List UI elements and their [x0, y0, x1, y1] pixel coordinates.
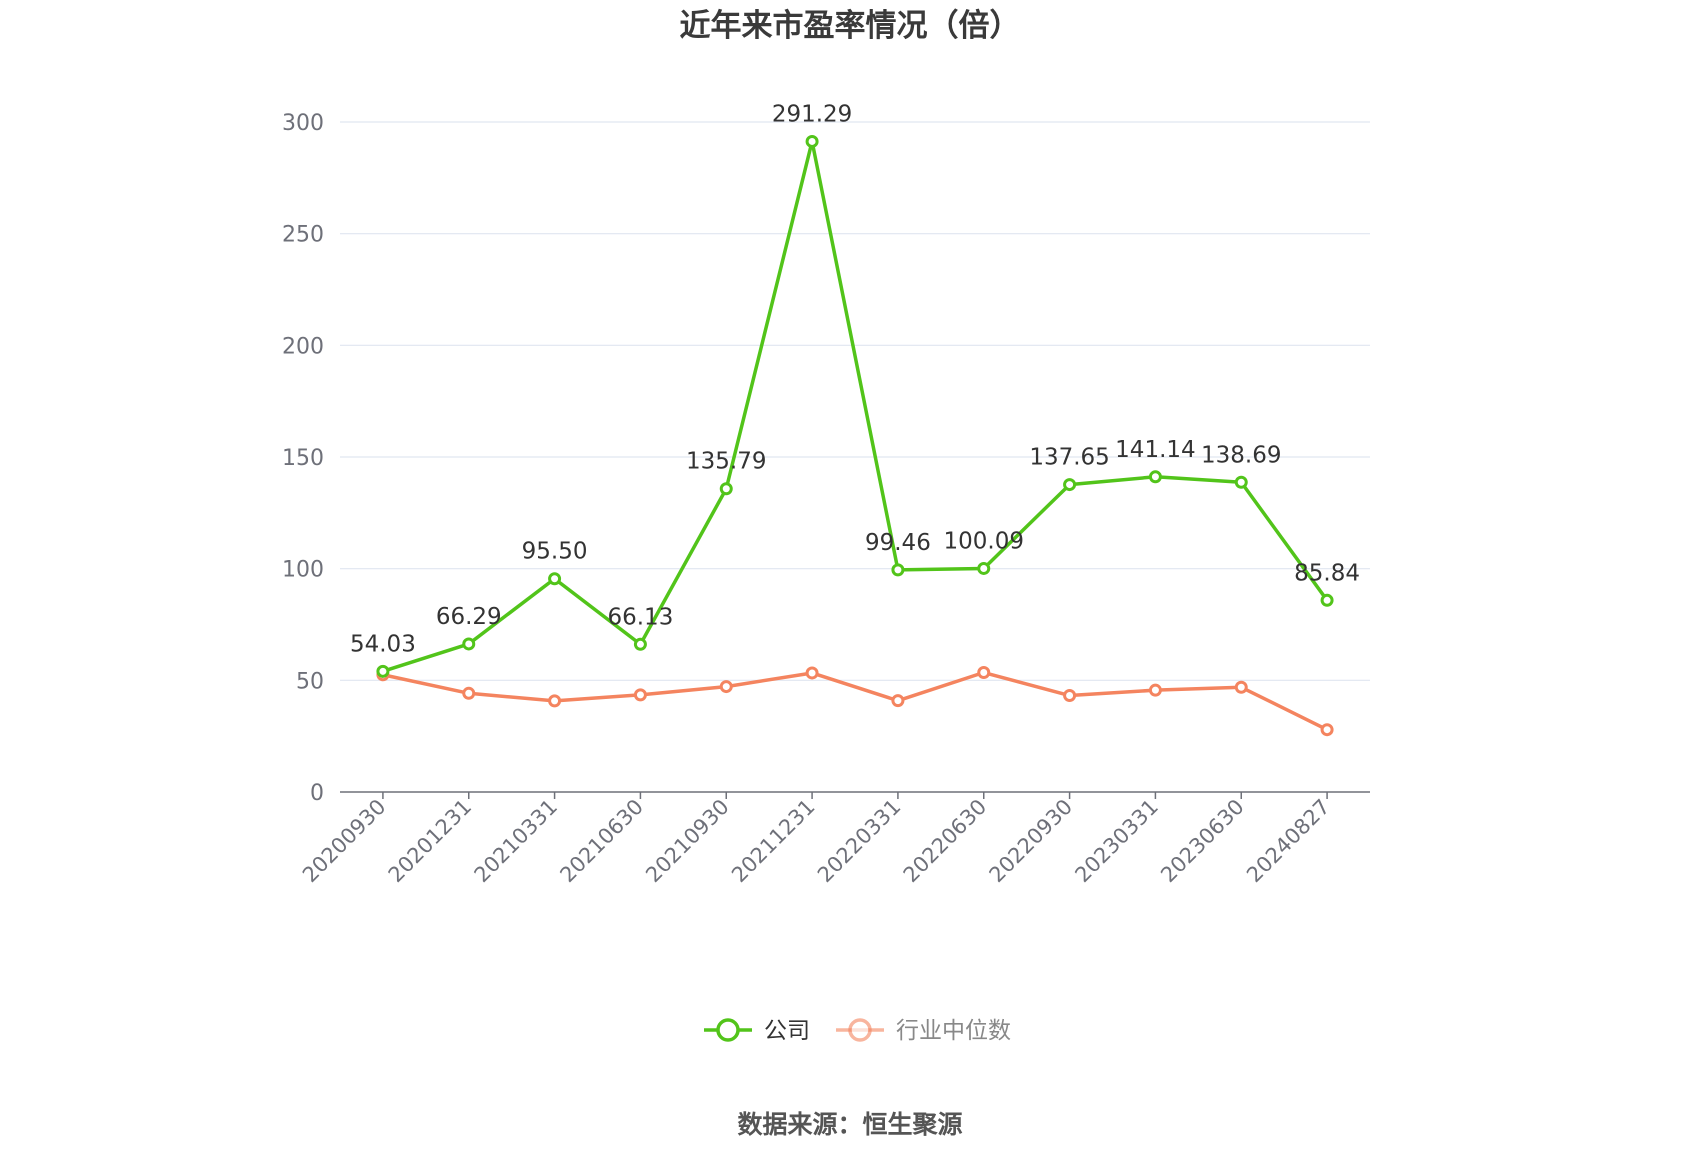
x-tick-label: 20201231	[384, 795, 477, 888]
y-tick-label: 200	[282, 334, 324, 359]
legend: 公司 行业中位数	[704, 1018, 1011, 1044]
y-tick-label: 250	[282, 223, 324, 248]
company-point[interactable]	[633, 637, 647, 651]
company-point[interactable]	[548, 572, 562, 586]
data-label: 291.29	[772, 101, 852, 127]
x-tick-label: 20211231	[727, 795, 820, 888]
industry-median-point[interactable]	[462, 686, 476, 700]
data-source: 数据来源：恒生聚源	[737, 1110, 962, 1139]
legend-item-industry-median[interactable]: 行业中位数	[836, 1018, 1011, 1044]
x-tick-label: 20230331	[1070, 795, 1163, 888]
y-tick-label: 100	[282, 558, 324, 583]
x-tick-label: 20210331	[470, 795, 563, 888]
company-point[interactable]	[977, 561, 991, 575]
x-tick-label: 20240827	[1242, 795, 1335, 888]
data-label: 100.09	[944, 528, 1024, 554]
x-tick-label: 20200930	[298, 795, 391, 888]
industry-median-point[interactable]	[719, 680, 733, 694]
chart-title: 近年来市盈率情况（倍）	[680, 8, 1021, 44]
industry-median-series-line	[382, 670, 1328, 732]
legend-item-company[interactable]: 公司	[704, 1018, 810, 1044]
x-tick-label: 20230630	[1156, 795, 1249, 888]
data-label: 66.29	[436, 604, 502, 630]
data-label: 95.50	[522, 539, 588, 565]
legend-company-label: 公司	[764, 1018, 810, 1044]
x-tick-label: 20220930	[985, 795, 1078, 888]
industry-median-point[interactable]	[633, 688, 647, 702]
data-label: 66.13	[607, 604, 673, 630]
y-tick-label: 0	[310, 781, 324, 806]
company-point[interactable]	[376, 664, 390, 678]
data-label: 85.84	[1294, 560, 1360, 586]
legend-industry-label: 行业中位数	[896, 1018, 1011, 1044]
legend-industry-marker	[848, 1018, 872, 1042]
y-tick-label: 300	[282, 111, 324, 136]
x-tick-label: 20220630	[899, 795, 992, 888]
grid-lines	[340, 121, 1370, 681]
company-point[interactable]	[719, 482, 733, 496]
company-point[interactable]	[1234, 475, 1248, 489]
company-point[interactable]	[1148, 470, 1162, 484]
data-label: 137.65	[1029, 445, 1109, 471]
data-label: 54.03	[350, 631, 416, 657]
company-series-line	[382, 139, 1329, 674]
company-point[interactable]	[1320, 593, 1334, 607]
data-label: 99.46	[865, 530, 931, 556]
industry-median-point[interactable]	[1148, 683, 1162, 697]
company-point[interactable]	[1063, 478, 1077, 492]
data-labels: 54.03 66.29 95.50 66.13 135.79 291.29 99.46 100…	[350, 101, 1360, 657]
y-tick-label: 150	[282, 446, 324, 471]
data-label: 135.79	[686, 449, 766, 475]
y-tick-label: 50	[296, 669, 324, 694]
company-point[interactable]	[805, 134, 819, 148]
series-group	[376, 134, 1334, 737]
company-point[interactable]	[891, 563, 905, 577]
data-label: 141.14	[1115, 437, 1195, 463]
industry-median-point[interactable]	[805, 666, 819, 680]
industry-median-point[interactable]	[548, 694, 562, 708]
x-tick-label: 20210630	[555, 795, 648, 888]
x-tick-label: 20220331	[813, 795, 906, 888]
industry-median-point[interactable]	[977, 666, 991, 680]
x-axis: 2020093020201231202103312021063020210930…	[298, 791, 1370, 888]
y-axis: 0 50 100 150 200 250 300	[282, 111, 324, 806]
industry-median-point[interactable]	[1063, 689, 1077, 703]
data-label: 138.69	[1201, 442, 1281, 468]
industry-median-point[interactable]	[1320, 723, 1334, 737]
x-tick-label: 20210930	[641, 795, 734, 888]
legend-company-marker	[716, 1018, 740, 1042]
industry-median-point[interactable]	[1234, 680, 1248, 694]
industry-median-point[interactable]	[891, 694, 905, 708]
company-point[interactable]	[462, 637, 476, 651]
